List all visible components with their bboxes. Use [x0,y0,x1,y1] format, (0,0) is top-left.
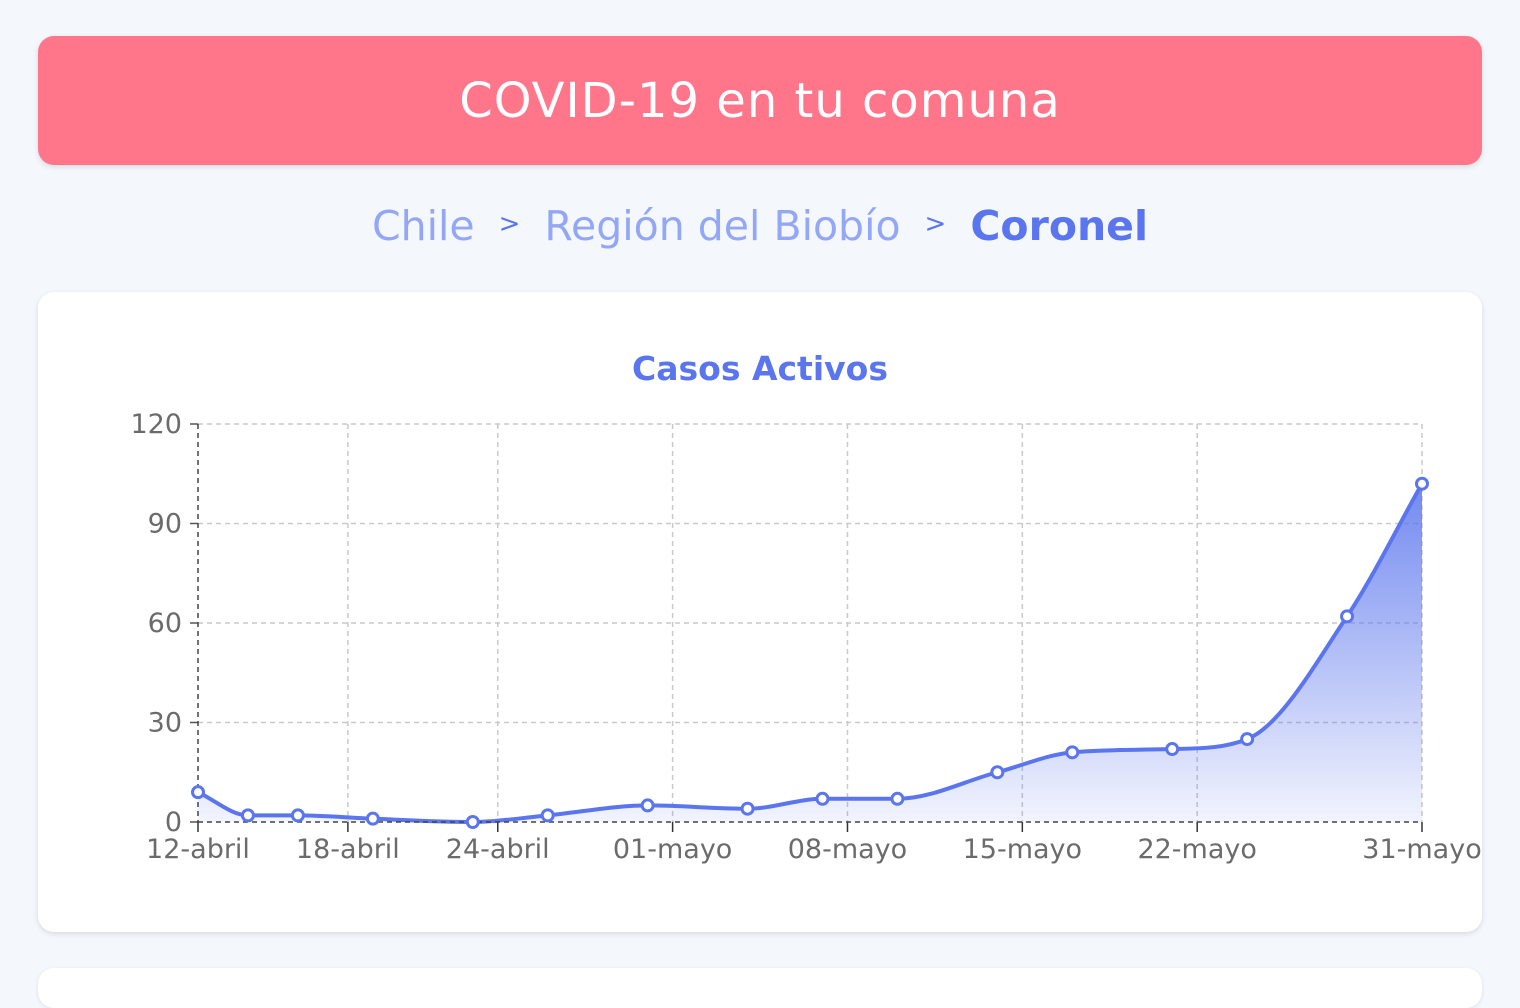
chart-card: Casos Activos 0 30 60 90 120 12-abril 18-abril… [38,292,1482,932]
x-tick-label: 24-abril [446,834,550,865]
data-point [1065,745,1080,760]
data-point [815,791,830,806]
data-point [1165,742,1180,757]
page-header: COVID-19 en tu comuna [38,36,1482,165]
data-point [240,808,255,823]
breadcrumb-separator: > [924,209,947,239]
x-tick-label: 15-mayo [963,834,1082,865]
y-tick-label: 60 [148,608,182,639]
y-tick-label: 90 [148,509,182,540]
page-title: COVID-19 en tu comuna [459,72,1061,129]
data-point [290,808,305,823]
y-tick-label: 0 [165,807,182,838]
chart-grid [198,423,1423,822]
breadcrumb-separator: > [498,209,521,239]
active-cases-chart: Casos Activos 0 30 60 90 120 12-abril 18-abril… [130,349,1481,865]
data-point [990,765,1005,780]
data-point [1240,732,1255,747]
breadcrumb-region[interactable]: Región del Biobío [544,202,901,250]
next-card [38,968,1482,1008]
data-point [740,801,755,816]
data-point [365,811,380,826]
series-area [198,483,1422,822]
x-tick-label: 18-abril [296,834,400,865]
x-tick-label: 12-abril [146,834,250,865]
data-point [540,808,555,823]
data-point [890,791,905,806]
x-tick-label: 22-mayo [1137,834,1256,865]
chart-axes: 0 30 60 90 120 12-abril 18-abril 24-abril 01-may… [130,409,1481,865]
chart-title: Casos Activos [632,349,888,388]
data-point [1415,476,1429,491]
x-tick-label: 08-mayo [788,834,907,865]
y-tick-label: 120 [130,409,182,440]
chart-area-layer [197,482,1424,824]
breadcrumb: Chile > Región del Biobío > Coronel [0,196,1520,256]
y-tick-label: 30 [148,708,182,739]
breadcrumb-commune: Coronel [970,202,1149,250]
breadcrumb-country[interactable]: Chile [371,202,475,250]
x-tick-label: 01-mayo [613,834,732,865]
data-point [640,798,655,813]
data-point [1340,609,1355,624]
data-point [191,785,205,800]
data-point [465,815,480,829]
chart-points [191,476,1429,829]
x-tick-label: 31-mayo [1362,834,1481,865]
